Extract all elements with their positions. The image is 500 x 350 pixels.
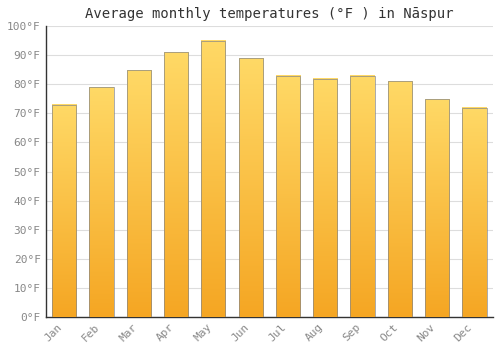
Bar xyxy=(276,76,300,317)
Bar xyxy=(201,41,226,317)
Title: Average monthly temperatures (°F ) in Nāspur: Average monthly temperatures (°F ) in Nā… xyxy=(85,7,454,21)
Bar xyxy=(462,108,486,317)
Bar xyxy=(126,70,151,317)
Bar xyxy=(313,78,338,317)
Bar xyxy=(350,76,374,317)
Bar xyxy=(164,52,188,317)
Bar xyxy=(52,105,76,317)
Bar xyxy=(90,87,114,317)
Bar xyxy=(238,58,263,317)
Bar xyxy=(425,99,449,317)
Bar xyxy=(388,82,412,317)
